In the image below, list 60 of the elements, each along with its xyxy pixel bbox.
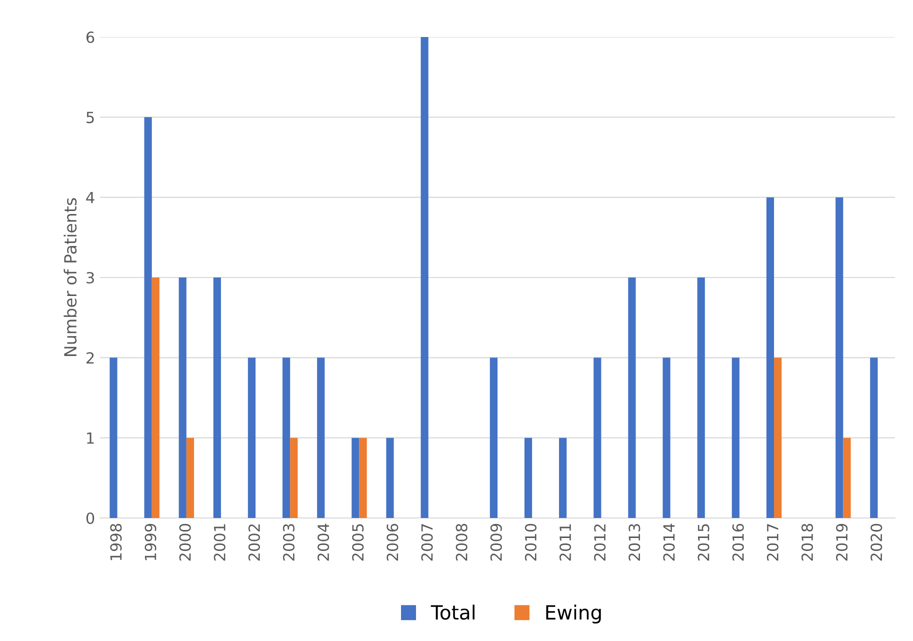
bar [843, 438, 851, 518]
bar [186, 438, 194, 518]
x-tick-label: 2005 [352, 524, 364, 561]
y-tick-label: 2 [86, 352, 94, 364]
x-tick-label: 2015 [698, 524, 710, 561]
x-tick-label: 2014 [663, 524, 675, 561]
x-tick-label: 2017 [766, 524, 778, 561]
x-tick-label: 2008 [456, 524, 468, 561]
x-tick-label: 2009 [490, 524, 502, 561]
bar [594, 358, 602, 518]
bar [559, 438, 567, 518]
bar [178, 278, 186, 518]
y-tick-label: 6 [86, 31, 94, 44]
x-tick-label: 2010 [524, 524, 536, 561]
bar [774, 358, 782, 518]
bar [766, 197, 774, 518]
bar [524, 438, 532, 518]
x-tick-label: 2019 [836, 524, 848, 561]
y-tick-label: 4 [86, 192, 94, 204]
x-tick-label: 2006 [386, 524, 398, 561]
x-tick-label: 2004 [318, 524, 330, 561]
bar [317, 358, 325, 518]
bar [836, 197, 844, 518]
y-tick-label: 3 [86, 272, 94, 284]
bar [352, 438, 360, 518]
bar [732, 358, 740, 518]
x-tick-label: 2000 [179, 524, 191, 561]
bar [282, 358, 290, 518]
bar [290, 438, 298, 518]
x-tick-label: 2013 [628, 524, 640, 561]
x-tick-label: 2016 [732, 524, 744, 561]
x-tick-label: 2007 [421, 524, 433, 561]
x-tick-label: 2020 [870, 524, 882, 561]
y-axis-title: Number of Patients [64, 198, 77, 356]
x-tick-label: 2011 [560, 524, 572, 561]
y-tick-label: 0 [86, 512, 94, 524]
x-tick-label: 1999 [144, 524, 156, 560]
bar [152, 278, 160, 518]
bar [420, 37, 428, 518]
legend-label: Total [430, 604, 474, 620]
bar [213, 278, 221, 518]
bar [697, 278, 705, 518]
bar [359, 438, 367, 518]
x-tick-label: 2002 [248, 524, 260, 561]
bar [870, 358, 878, 518]
bar [144, 117, 152, 518]
bar [628, 278, 636, 518]
x-tick-label: 2003 [282, 524, 295, 561]
x-tick-label: 2012 [594, 524, 606, 561]
bar [110, 358, 118, 518]
legend-label: Ewing [546, 604, 601, 624]
y-tick-label: 1 [87, 432, 94, 444]
x-tick-label: 1998 [110, 524, 122, 560]
y-tick-label: 5 [86, 112, 94, 124]
bar [662, 358, 670, 518]
x-tick-label: 2001 [214, 524, 226, 561]
x-tick-label: 2018 [801, 524, 814, 561]
bar [386, 438, 394, 518]
bar [248, 358, 256, 518]
bar [490, 358, 498, 518]
